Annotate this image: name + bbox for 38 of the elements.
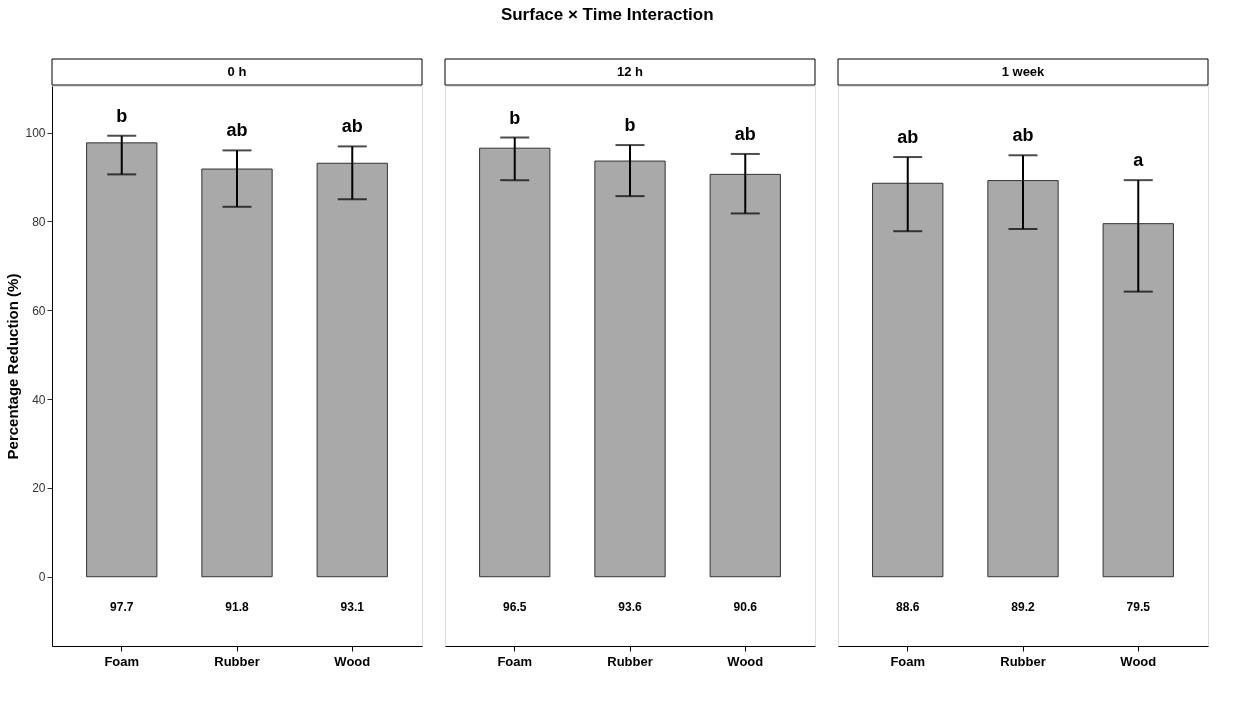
- data-label: 91.8: [225, 599, 249, 614]
- data-label: 90.6: [733, 599, 758, 614]
- x-tick-label: Rubber: [607, 653, 653, 669]
- data-label: 93.6: [618, 599, 642, 614]
- y-tick-label: 100: [25, 126, 46, 141]
- annotation: ab: [226, 120, 248, 141]
- annotation: ab: [1012, 125, 1034, 146]
- y-tick-label: 60: [32, 303, 46, 318]
- data-label: 88.6: [896, 599, 920, 614]
- x-tick-label: Wood: [727, 653, 764, 669]
- data-label: 93.1: [340, 599, 365, 614]
- y-tick-label: 80: [32, 214, 46, 229]
- chart-title: 1 week: [1001, 64, 1046, 79]
- chart-title: 0 h: [227, 64, 247, 79]
- x-tick-label: Foam: [890, 653, 926, 669]
- data-label: 89.2: [1011, 599, 1035, 614]
- data-label: 79.5: [1126, 599, 1151, 614]
- x-tick-label: Rubber: [1000, 653, 1046, 669]
- x-tick-label: Rubber: [214, 653, 260, 669]
- annotation: b: [116, 105, 128, 126]
- annotation: a: [1133, 150, 1145, 171]
- y-tick-label: 0: [38, 570, 46, 585]
- annotation: b: [509, 107, 521, 128]
- x-tick-label: Wood: [1120, 653, 1157, 669]
- y-tick-label: 40: [32, 392, 46, 407]
- x-tick-label: Foam: [497, 653, 533, 669]
- text: Surface × Time Interaction: [500, 5, 714, 24]
- y-axis-title: Percentage Reduction (%): [4, 273, 22, 460]
- annotation: b: [624, 115, 636, 136]
- y-tick-label: 20: [32, 481, 46, 496]
- data-label: 96.5: [503, 599, 527, 614]
- annotation: ab: [734, 123, 756, 144]
- x-tick-label: Wood: [334, 653, 371, 669]
- data-label: 97.7: [110, 599, 134, 614]
- x-tick-label: Foam: [104, 653, 140, 669]
- chart-title: 12 h: [616, 64, 644, 79]
- annotation: ab: [897, 127, 919, 148]
- annotation: ab: [341, 116, 363, 137]
